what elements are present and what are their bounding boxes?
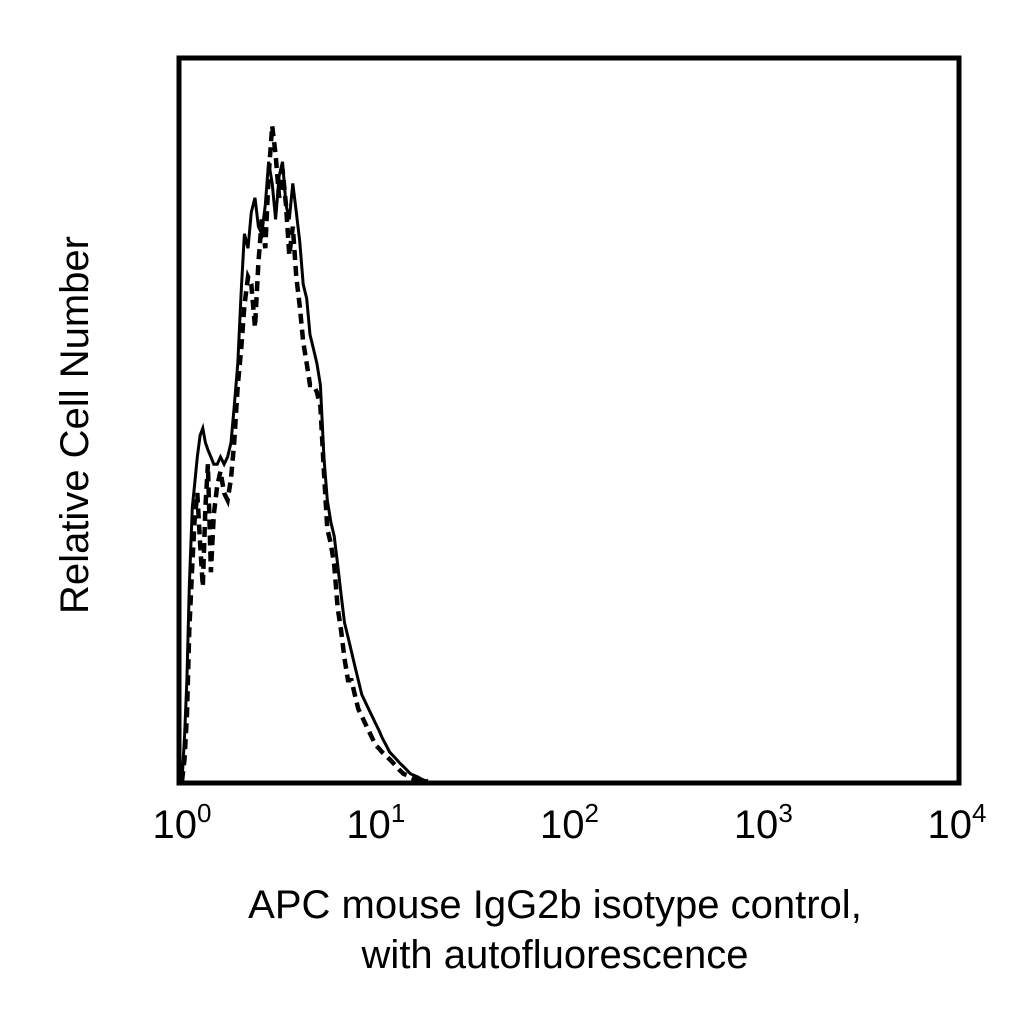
x-tick-exponent: 1 [391, 798, 405, 828]
x-tick-base: 10 [540, 803, 585, 847]
x-tick-label: 100 [153, 798, 212, 847]
x-tick-exponent: 0 [197, 798, 211, 828]
histogram-series-solid [180, 161, 429, 783]
x-tick-labels: 100 101 102 103 104 [153, 798, 987, 847]
x-tick-base: 10 [928, 803, 973, 847]
x-axis-label-line-1: APC mouse IgG2b isotype control, [248, 883, 862, 927]
plot-frame [176, 55, 962, 786]
x-axis-label-line-2: with autofluorescence [361, 933, 749, 977]
x-tick-label: 104 [928, 798, 987, 847]
x-tick-label: 101 [346, 798, 405, 847]
x-tick-exponent: 2 [585, 798, 599, 828]
x-tick-exponent: 3 [778, 798, 792, 828]
series-layer [179, 125, 429, 784]
x-tick-label: 102 [540, 798, 599, 847]
x-tick-base: 10 [734, 803, 779, 847]
x-tick-label: 103 [734, 798, 793, 847]
x-tick-base: 10 [153, 803, 198, 847]
y-axis-label: Relative Cell Number [53, 236, 97, 614]
x-tick-base: 10 [346, 803, 391, 847]
x-tick-exponent: 4 [972, 798, 986, 828]
histogram-series-dashed [179, 125, 428, 784]
